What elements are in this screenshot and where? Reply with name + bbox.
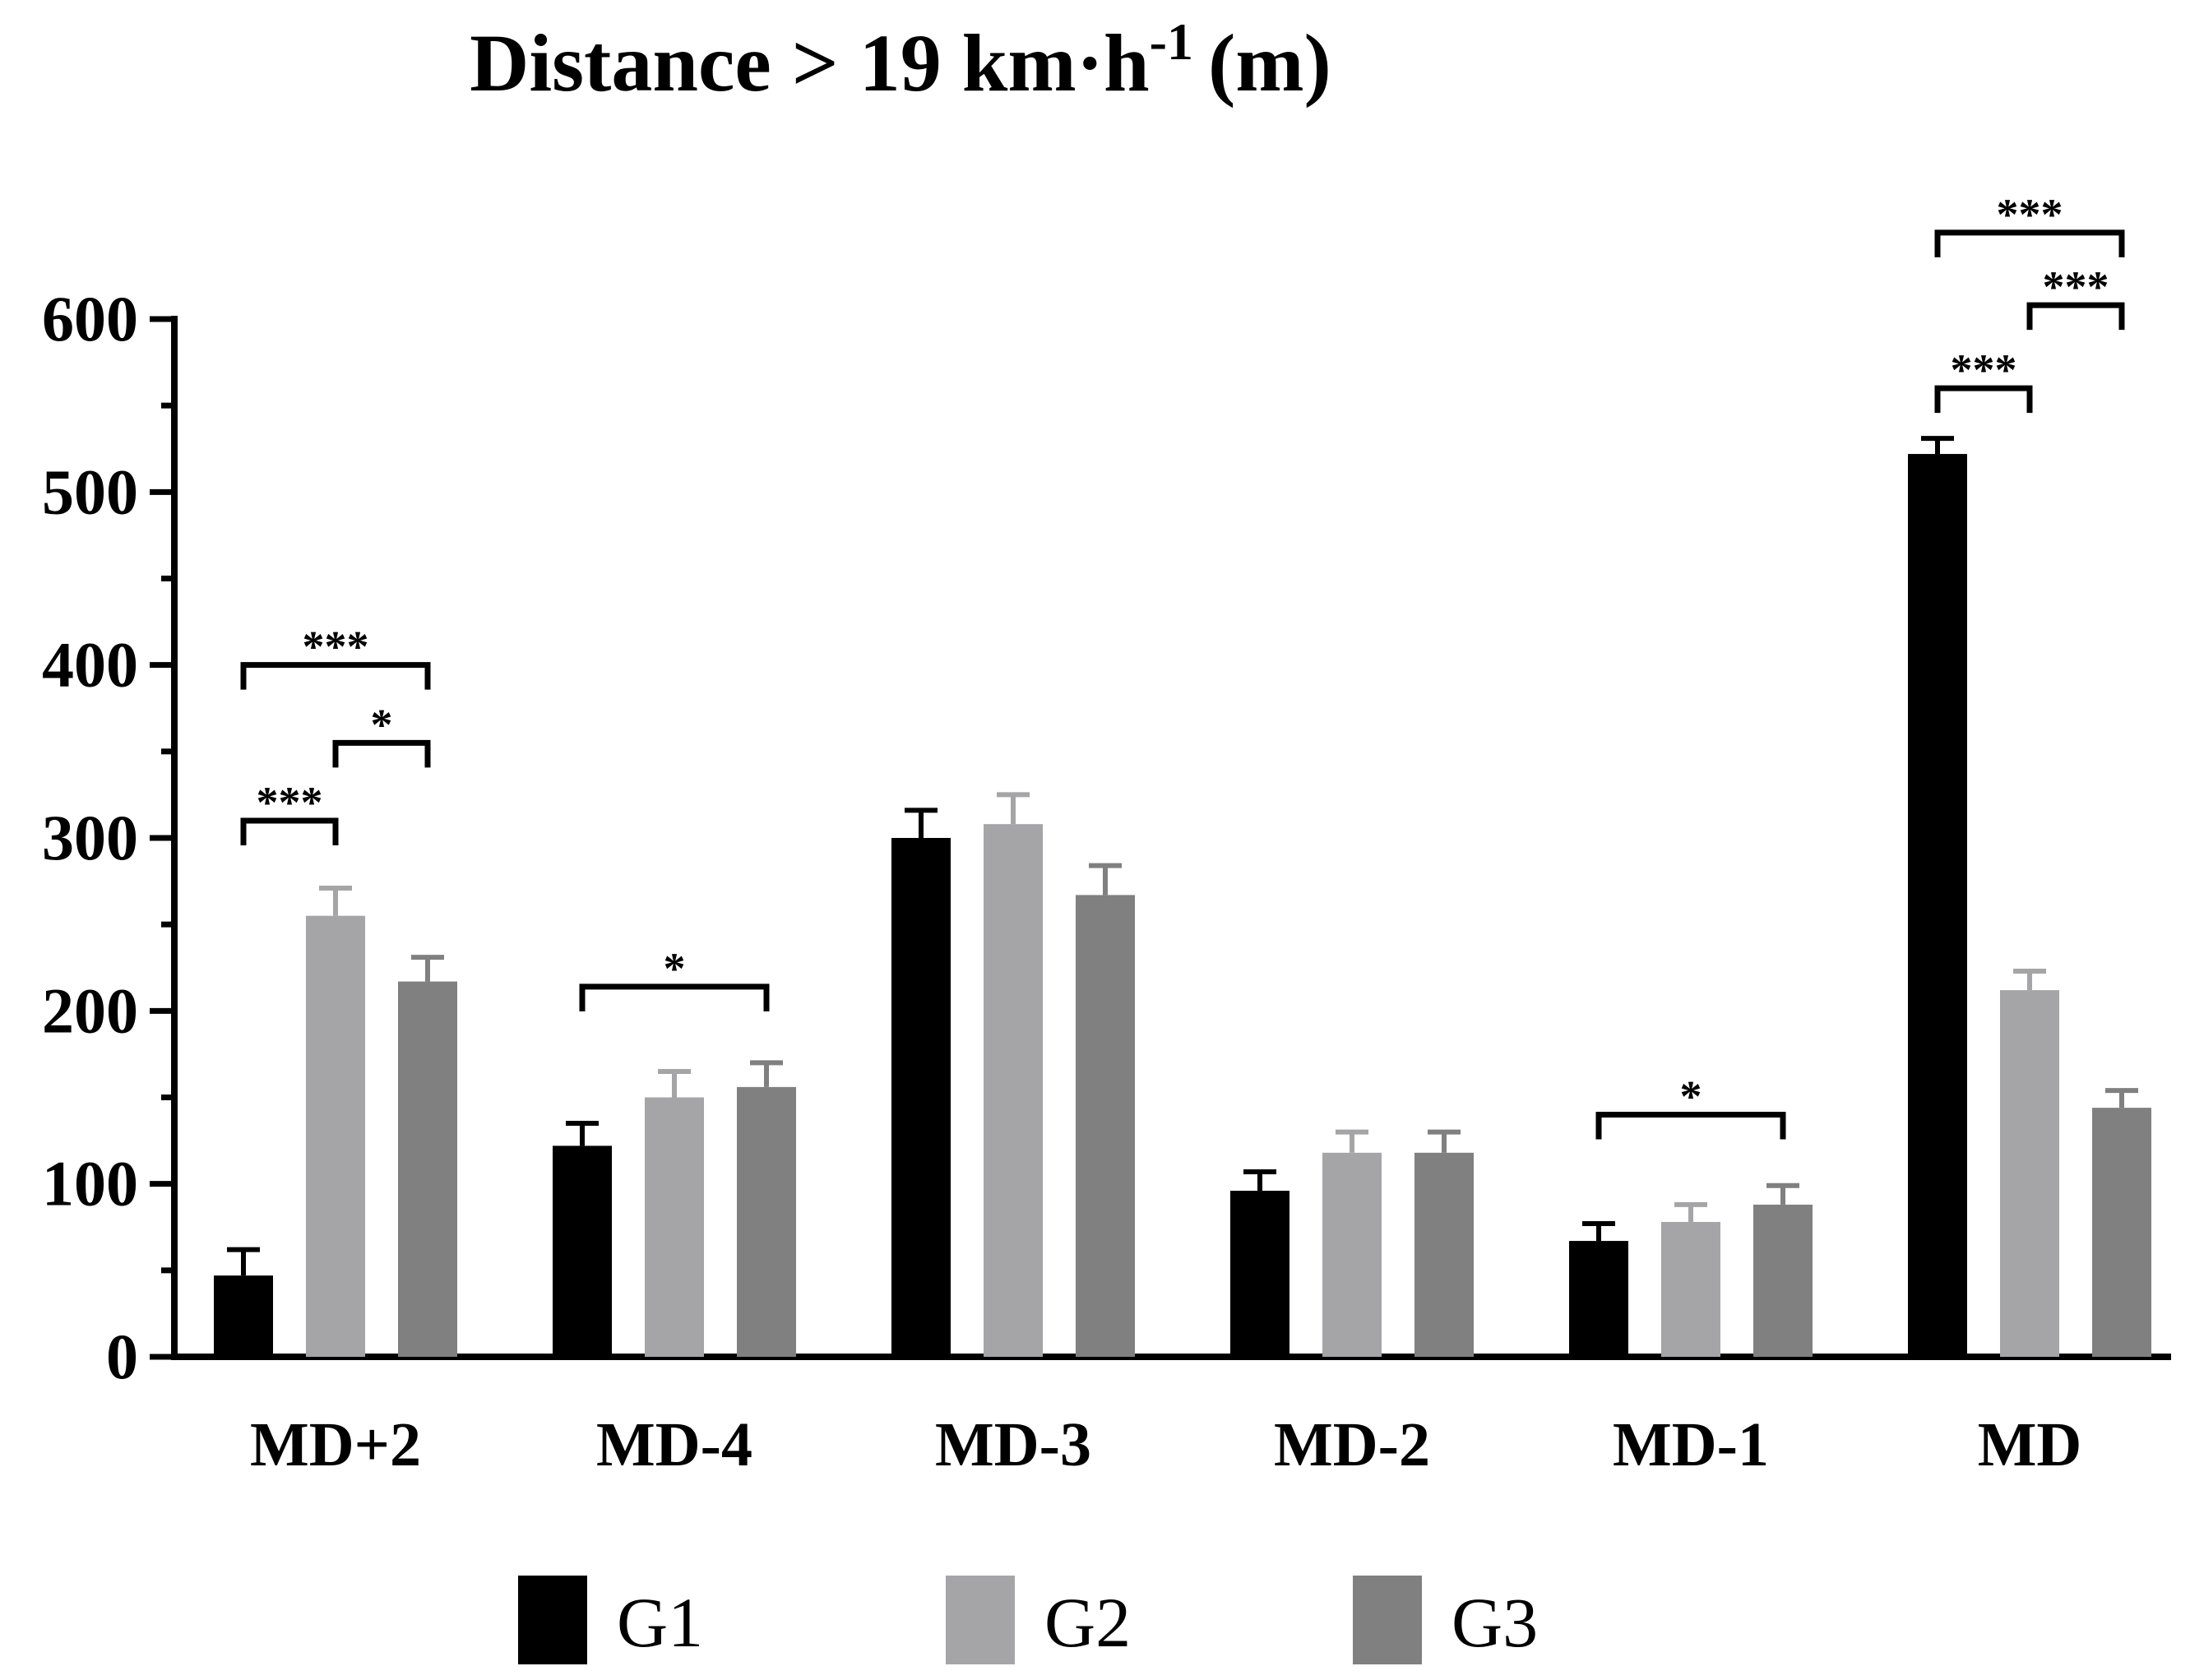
significance-bracket bbox=[1934, 385, 2033, 414]
title-main: Distance > 19 km bbox=[470, 17, 1076, 109]
y-tick-label: 200 bbox=[42, 974, 138, 1046]
bar-g3 bbox=[398, 981, 457, 1357]
bar-g2 bbox=[1661, 1221, 1720, 1357]
y-tick-label: 400 bbox=[42, 629, 138, 701]
x-category-label: MD bbox=[1978, 1410, 2082, 1479]
legend-label-g3: G3 bbox=[1452, 1583, 1538, 1662]
bar-g2 bbox=[984, 824, 1043, 1357]
significance-bracket bbox=[240, 662, 431, 690]
legend-label-g1: G1 bbox=[617, 1583, 703, 1662]
x-category-label: MD-2 bbox=[1274, 1410, 1430, 1479]
bar-g2 bbox=[1322, 1152, 1382, 1357]
y-tick-label: 500 bbox=[42, 456, 138, 527]
bar-g1 bbox=[553, 1145, 612, 1357]
title-unit: (m) bbox=[1208, 17, 1331, 109]
x-category-label: MD-1 bbox=[1613, 1410, 1769, 1479]
significance-label: *** bbox=[2043, 262, 2109, 312]
y-tick-label: 600 bbox=[42, 283, 138, 354]
x-category-label: MD-3 bbox=[935, 1410, 1091, 1479]
legend-swatch-g3 bbox=[1353, 1576, 1422, 1664]
bar-g1 bbox=[891, 838, 951, 1357]
title-h: h bbox=[1104, 17, 1150, 109]
x-category-label: MD+2 bbox=[250, 1410, 421, 1479]
significance-label: *** bbox=[1997, 190, 2063, 239]
bar-g2 bbox=[306, 915, 365, 1357]
y-tick-label: 100 bbox=[42, 1148, 138, 1220]
bar-g1 bbox=[1569, 1241, 1628, 1357]
significance-label: *** bbox=[1951, 345, 2017, 395]
title-dot: · bbox=[1076, 17, 1104, 109]
bar-g2 bbox=[645, 1097, 704, 1357]
significance-bracket bbox=[332, 739, 431, 768]
significance-label: * bbox=[371, 700, 393, 749]
legend: G1 G2 G3 bbox=[518, 1576, 1538, 1664]
legend-swatch-g1 bbox=[518, 1576, 587, 1664]
bar-g3 bbox=[1076, 895, 1135, 1357]
bar-g1 bbox=[1908, 454, 1967, 1357]
significance-bracket bbox=[1934, 229, 2125, 257]
significance-bracket bbox=[240, 817, 339, 845]
title-superscript: -1 bbox=[1150, 12, 1193, 71]
x-category-label: MD-4 bbox=[596, 1410, 752, 1479]
plot-area: 0 100 200 300 400 500 600 MD+2 MD-4 MD-3 MD-2 MD-1 M… bbox=[42, 190, 2171, 1479]
y-tick-label: 300 bbox=[42, 802, 138, 873]
bar-g3 bbox=[737, 1086, 796, 1357]
legend-swatch-g2 bbox=[946, 1576, 1015, 1664]
significance-label: *** bbox=[257, 778, 323, 827]
significance-bracket bbox=[2026, 302, 2125, 331]
significance-label: *** bbox=[303, 622, 369, 672]
chart-title: Distance > 19 km·h-1 (m) bbox=[470, 12, 1331, 109]
significance-bracket bbox=[579, 983, 770, 1011]
significance-label: * bbox=[664, 944, 686, 993]
bar-g3 bbox=[2092, 1108, 2151, 1357]
legend-label-g2: G2 bbox=[1044, 1583, 1131, 1662]
y-tick-label: 0 bbox=[106, 1321, 138, 1392]
bar-g2 bbox=[2000, 990, 2059, 1357]
bar-g3 bbox=[1753, 1204, 1813, 1357]
significance-label: * bbox=[1680, 1072, 1702, 1122]
significance-bracket bbox=[1595, 1112, 1786, 1140]
bar-g1 bbox=[1230, 1191, 1289, 1357]
bar-g1 bbox=[214, 1275, 273, 1357]
bar-g3 bbox=[1414, 1152, 1474, 1357]
